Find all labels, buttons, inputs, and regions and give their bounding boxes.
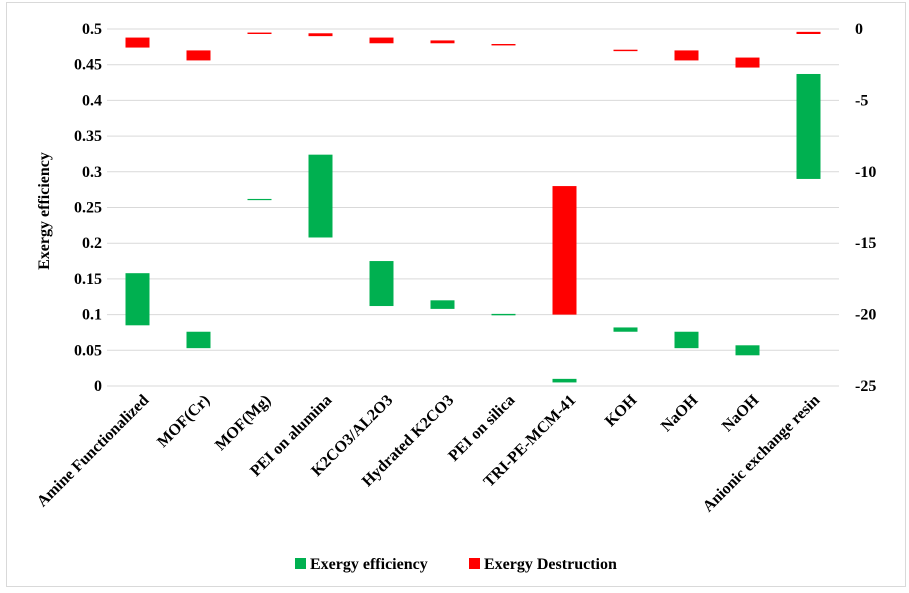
efficiency-bar <box>247 198 272 201</box>
y-tick-right: -5 <box>855 92 868 109</box>
destruction-bar <box>125 37 150 48</box>
legend-swatch-efficiency <box>295 558 306 569</box>
y-tick-left: 0.1 <box>82 307 102 324</box>
destruction-bar <box>247 32 272 34</box>
y-tick-left: 0.3 <box>82 164 102 181</box>
destruction-bar <box>613 49 638 52</box>
efficiency-bar <box>125 273 150 326</box>
y-tick-right: -10 <box>855 164 876 181</box>
legend-label-efficiency: Exergy efficiency <box>310 556 428 573</box>
efficiency-bar <box>674 331 699 349</box>
efficiency-bar <box>613 327 638 332</box>
y-tick-left: 0.05 <box>74 342 102 359</box>
category-label: Amine Functionalized <box>34 392 153 511</box>
chart-frame: 0 0.05 0.1 0.15 0.2 0.25 0.3 0.35 0.4 0.45 0.5 0 -5… <box>6 2 906 587</box>
efficiency-bar <box>186 331 211 349</box>
category-label: MOF(Mg) <box>212 392 274 454</box>
destruction-bar <box>308 33 333 37</box>
y-tick-right: -15 <box>855 235 876 252</box>
exergy-chart: 0 0.05 0.1 0.15 0.2 0.25 0.3 0.35 0.4 0.45 0.5 0 -5… <box>34 21 877 573</box>
category-label: NaOH <box>658 391 702 435</box>
y-tick-left: 0.2 <box>82 235 102 252</box>
efficiency-bar <box>735 345 760 356</box>
y-tick-right: -25 <box>855 378 876 395</box>
destruction-bar <box>796 31 821 34</box>
y-axis-label: Exergy efficiency <box>36 152 53 270</box>
legend-swatch-destruction <box>469 558 480 569</box>
y-tick-left: 0.25 <box>74 200 102 217</box>
category-label: NaOH <box>719 391 763 435</box>
y-tick-left: 0.45 <box>74 57 102 74</box>
destruction-bar <box>491 43 516 46</box>
left-axis: 0 0.05 0.1 0.15 0.2 0.25 0.3 0.35 0.4 0.45 0.5 <box>74 21 102 395</box>
y-tick-left: 0.5 <box>82 21 102 38</box>
efficiency-bar <box>369 261 394 307</box>
destruction-bar <box>430 40 455 44</box>
y-tick-left: 0.35 <box>74 128 102 145</box>
efficiency-bar <box>430 300 455 309</box>
y-tick-left: 0.4 <box>82 92 102 109</box>
legend: Exergy efficiency Exergy Destruction <box>295 556 617 573</box>
category-label: KOH <box>602 391 641 430</box>
y-tick-left: 0 <box>94 378 102 395</box>
category-labels: Amine Functionalized MOF(Cr)MOF(Mg)PEI on… <box>34 391 824 515</box>
destruction-bar <box>735 57 760 68</box>
y-tick-right: 0 <box>855 21 863 38</box>
legend-label-destruction: Exergy Destruction <box>484 556 617 573</box>
destruction-bar <box>674 50 699 61</box>
destruction-bar <box>552 186 577 315</box>
right-axis: 0 -5 -10 -15 -20 -25 <box>855 21 876 395</box>
efficiency-bar <box>796 73 821 179</box>
efficiency-bar <box>552 378 577 383</box>
category-label: Anionic exchange resin <box>700 392 824 516</box>
y-tick-right: -20 <box>855 307 876 324</box>
bars <box>125 31 821 383</box>
destruction-bar <box>369 37 394 44</box>
y-tick-left: 0.15 <box>74 271 102 288</box>
gridlines <box>107 28 839 387</box>
category-label: MOF(Cr) <box>154 392 213 451</box>
destruction-bar <box>186 50 211 61</box>
efficiency-bar <box>491 313 516 316</box>
efficiency-bar <box>308 154 333 238</box>
